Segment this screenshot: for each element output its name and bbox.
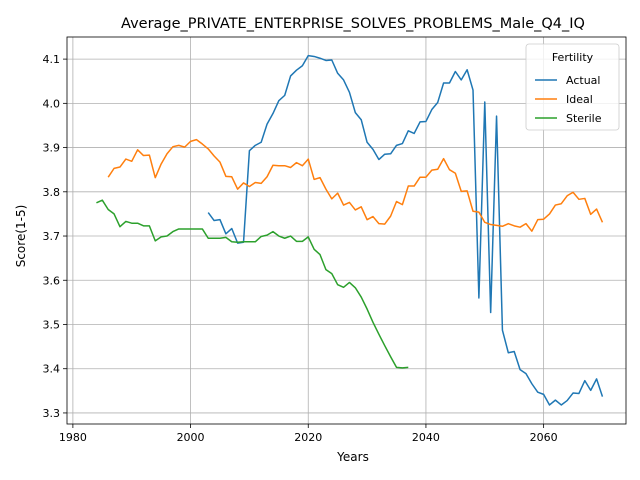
y-tick-label: 4.1	[43, 53, 61, 66]
legend-label-actual: Actual	[566, 74, 600, 87]
series-line-actual	[207, 54, 604, 406]
y-tick-label: 3.6	[43, 274, 61, 287]
y-tick-label: 3.7	[43, 230, 61, 243]
legend-label-sterile: Sterile	[566, 112, 602, 125]
x-tick-label: 2040	[412, 431, 440, 444]
x-tick-label: 2000	[177, 431, 205, 444]
y-tick-label: 4.0	[43, 97, 61, 110]
x-axis-label: Years	[336, 450, 369, 464]
y-tick-label: 3.3	[43, 407, 61, 420]
legend-label-ideal: Ideal	[566, 93, 593, 106]
y-tick-label: 3.5	[43, 318, 61, 331]
legend-box	[525, 43, 620, 131]
y-tick-label: 3.4	[43, 363, 61, 376]
y-axis-label: Score(1-5)	[14, 205, 28, 268]
y-tick-label: 3.9	[43, 142, 61, 155]
ticks: 1980 2000 2020 2040 2060 3.3 3.4 3.5 3.6 3.7 3.8 3.…	[43, 53, 558, 444]
series-line-ideal	[107, 138, 604, 232]
x-tick-label: 1980	[59, 431, 87, 444]
x-tick-label: 2060	[530, 431, 558, 444]
y-tick-label: 3.8	[43, 186, 61, 199]
series-layer	[96, 54, 604, 406]
plot-frame	[66, 36, 627, 425]
x-tick-label: 2020	[294, 431, 322, 444]
chart-title: Average_PRIVATE_ENTERPRISE_SOLVES_PROBLE…	[121, 16, 585, 32]
series-line-sterile	[96, 199, 409, 369]
legend-title: Fertility	[552, 51, 594, 64]
legend: Fertility Actual Ideal Sterile	[525, 43, 620, 131]
